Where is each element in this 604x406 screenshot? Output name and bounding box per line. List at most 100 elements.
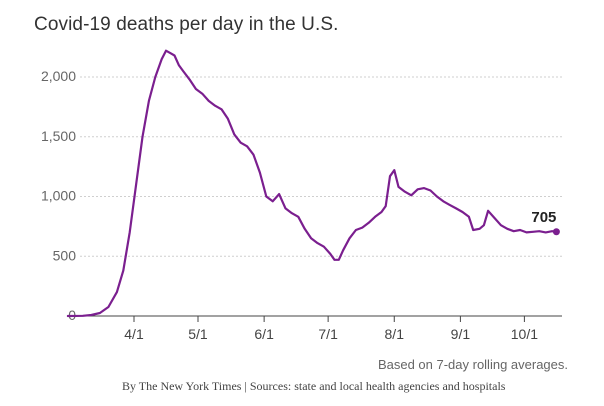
data-point-8 [135,184,137,186]
data-point-75 [532,231,534,233]
data-point-11 [154,76,156,78]
data-point-26 [240,142,242,144]
data-point-52 [393,169,395,171]
data-point-33 [284,207,286,209]
data-point-55 [410,194,412,196]
data-point-77 [545,231,547,233]
data-point-46 [361,227,363,229]
data-point-30 [265,195,267,197]
data-point-49 [380,211,382,213]
chart-note: Based on 7-day rolling averages. [377,357,568,372]
x-axis: 4/1 5/1 6/1 7/1 8/1 9/1 10/1 [80,315,562,342]
data-point-34 [291,212,293,214]
data-point-70 [500,224,502,226]
data-point-38 [316,242,318,244]
series-layer: 705 [66,49,560,318]
data-point-22 [214,105,216,107]
data-point-27 [246,145,248,147]
data-point-29 [259,172,261,174]
data-point-36 [304,228,306,230]
data-point-65 [472,229,474,231]
data-point-56 [417,188,419,190]
data-point-32 [278,193,280,195]
deaths-series-line [66,49,558,318]
data-point-37 [310,237,312,239]
data-point-12 [161,58,163,60]
data-point-28 [252,154,254,156]
data-point-74 [525,231,527,233]
x-tick-label-5-1: 5/1 [188,326,208,342]
data-point-25 [233,133,235,135]
data-point-41 [333,259,335,261]
data-point-10 [148,100,150,102]
data-point-16 [178,64,180,66]
data-point-31 [272,200,274,202]
data-point-66 [479,228,481,230]
data-point-23 [220,108,222,110]
x-tick-label-4-1: 4/1 [124,326,144,342]
data-point-0 [67,315,69,317]
data-point-78 [551,230,553,232]
y-tick-label-500: 500 [53,247,77,263]
data-point-4 [107,306,109,308]
data-point-9 [141,136,143,138]
data-point-60 [442,200,444,202]
data-point-58 [429,189,431,191]
data-point-15 [173,54,175,56]
y-tick-label-2000: 2,000 [41,68,76,84]
x-tick-label-7-1: 7/1 [318,326,338,342]
data-point-19 [195,88,197,90]
chart-title: Covid-19 deaths per day in the U.S. [34,14,339,35]
data-point-6 [122,270,124,272]
data-point-57 [423,187,425,189]
x-tick-label-9-1: 9/1 [451,326,471,342]
data-point-14 [169,52,171,54]
data-point-5 [116,291,118,293]
data-point-39 [323,246,325,248]
data-point-45 [355,229,357,231]
data-point-35 [297,216,299,218]
data-point-3 [99,312,101,314]
data-point-59 [436,195,438,197]
x-tick-label-6-1: 6/1 [254,326,274,342]
data-point-42 [338,259,340,261]
data-point-47 [368,222,370,224]
data-point-71 [506,228,508,230]
end-value-label: 705 [531,209,556,226]
data-point-76 [538,230,540,232]
y-tick-label-1500: 1,500 [41,128,76,144]
data-point-7 [129,231,131,233]
end-point-marker [552,228,560,236]
data-point-1 [82,315,84,317]
x-tick-label-8-1: 8/1 [385,326,405,342]
data-point-50 [385,205,387,207]
data-point-51 [389,175,391,177]
data-point-44 [348,237,350,239]
data-point-48 [374,216,376,218]
data-point-68 [487,210,489,212]
data-point-43 [342,249,344,251]
data-point-61 [449,204,451,206]
data-point-69 [493,217,495,219]
data-point-40 [329,253,331,255]
data-point-64 [468,216,470,218]
data-point-54 [404,191,406,193]
data-point-21 [208,100,210,102]
y-tick-label-1000: 1,000 [41,188,76,204]
data-point-18 [188,78,190,80]
data-point-73 [519,229,521,231]
data-point-17 [182,70,184,72]
x-tick-label-10-1: 10/1 [511,326,538,342]
data-point-62 [455,207,457,209]
data-point-20 [201,93,203,95]
chart-credit: By The New York Times | Sources: state a… [122,379,506,393]
data-point-63 [461,211,463,213]
data-point-53 [397,186,399,188]
data-point-24 [227,118,229,120]
data-point-72 [513,230,515,232]
data-point-13 [165,50,167,52]
grid-lines [80,76,562,257]
data-point-2 [90,314,92,316]
